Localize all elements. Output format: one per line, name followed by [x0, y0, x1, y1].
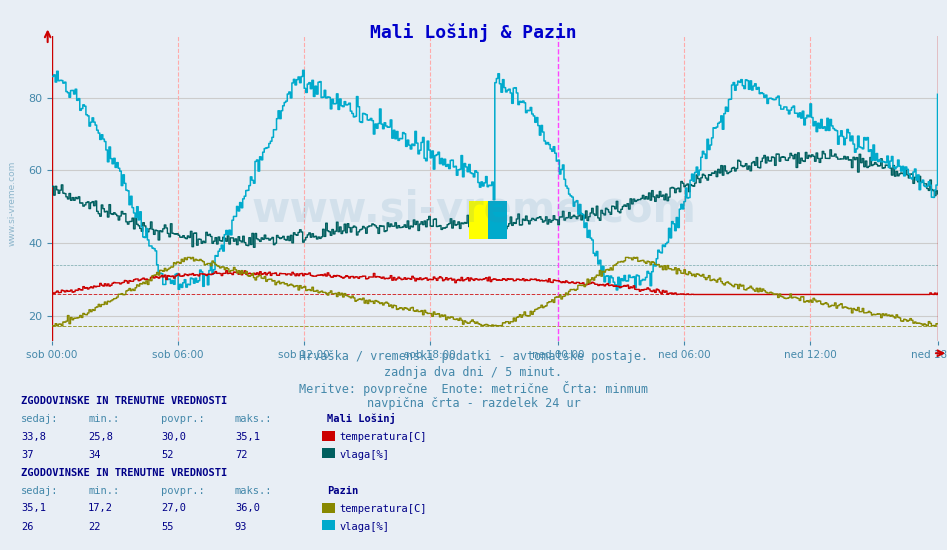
Text: 25,8: 25,8: [88, 432, 113, 442]
Text: vlaga[%]: vlaga[%]: [339, 521, 389, 532]
Text: temperatura[C]: temperatura[C]: [339, 503, 426, 514]
Text: 33,8: 33,8: [21, 432, 45, 442]
Text: Mali Lošinj: Mali Lošinj: [327, 414, 396, 425]
Text: povpr.:: povpr.:: [161, 414, 205, 425]
Text: 93: 93: [235, 521, 247, 532]
Text: Hrvaška / vremenski podatki - avtomatske postaje.: Hrvaška / vremenski podatki - avtomatske…: [299, 350, 648, 364]
Text: 55: 55: [161, 521, 173, 532]
Text: www.si-vreme.com: www.si-vreme.com: [8, 161, 17, 246]
Text: temperatura[C]: temperatura[C]: [339, 432, 426, 442]
Text: sedaj:: sedaj:: [21, 486, 59, 496]
Text: povpr.:: povpr.:: [161, 486, 205, 496]
Text: 37: 37: [21, 450, 33, 460]
Text: Pazin: Pazin: [327, 486, 358, 496]
Text: 36,0: 36,0: [235, 503, 259, 514]
Text: vlaga[%]: vlaga[%]: [339, 450, 389, 460]
Text: maks.:: maks.:: [235, 486, 273, 496]
Polygon shape: [488, 201, 507, 239]
Text: min.:: min.:: [88, 414, 119, 425]
Text: 17,2: 17,2: [88, 503, 113, 514]
Text: maks.:: maks.:: [235, 414, 273, 425]
Text: 35,1: 35,1: [21, 503, 45, 514]
Text: 26: 26: [21, 521, 33, 532]
Text: min.:: min.:: [88, 486, 119, 496]
Text: ZGODOVINSKE IN TRENUTNE VREDNOSTI: ZGODOVINSKE IN TRENUTNE VREDNOSTI: [21, 468, 227, 478]
Text: 72: 72: [235, 450, 247, 460]
Text: sedaj:: sedaj:: [21, 414, 59, 425]
Text: 22: 22: [88, 521, 100, 532]
Text: zadnja dva dni / 5 minut.: zadnja dva dni / 5 minut.: [384, 366, 563, 379]
Text: 34: 34: [88, 450, 100, 460]
Text: Meritve: povprečne  Enote: metrične  Črta: minmum: Meritve: povprečne Enote: metrične Črta:…: [299, 381, 648, 396]
Text: www.si-vreme.com: www.si-vreme.com: [251, 188, 696, 230]
Text: ZGODOVINSKE IN TRENUTNE VREDNOSTI: ZGODOVINSKE IN TRENUTNE VREDNOSTI: [21, 396, 227, 406]
Text: navpična črta - razdelek 24 ur: navpična črta - razdelek 24 ur: [366, 397, 581, 410]
Text: 52: 52: [161, 450, 173, 460]
Text: 30,0: 30,0: [161, 432, 186, 442]
Text: 27,0: 27,0: [161, 503, 186, 514]
Text: 35,1: 35,1: [235, 432, 259, 442]
Text: Mali Lošinj & Pazin: Mali Lošinj & Pazin: [370, 23, 577, 42]
